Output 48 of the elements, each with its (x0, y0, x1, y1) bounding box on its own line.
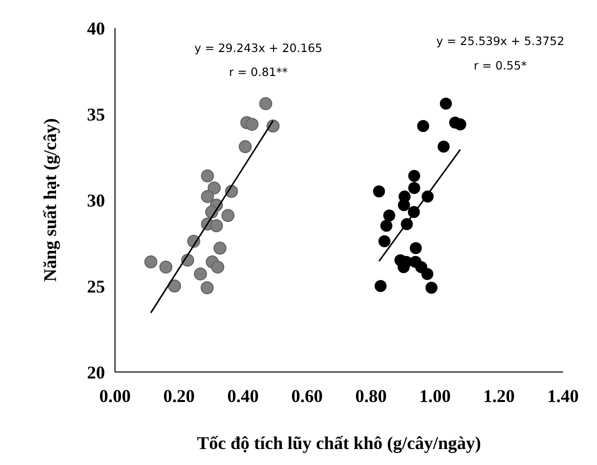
point (383, 209, 396, 222)
point (380, 220, 392, 232)
x-tick-label: 0.40 (227, 386, 259, 406)
point (211, 260, 224, 274)
x-axis-title: Tốc độ tích lũy chất khô (g/cây/ngày) (196, 433, 482, 453)
point (208, 181, 221, 194)
point (159, 260, 172, 274)
point (194, 267, 207, 280)
point (417, 120, 430, 132)
point (168, 280, 182, 292)
y-tick-label: 35 (87, 104, 105, 124)
point (200, 190, 214, 204)
point (200, 281, 214, 294)
point (440, 98, 452, 110)
point (210, 219, 223, 232)
point (238, 140, 252, 154)
point (213, 242, 226, 255)
y-tick-label: 30 (87, 190, 105, 210)
x-tick-label: 0.80 (355, 386, 387, 406)
x-tick-label: 0.20 (163, 386, 195, 406)
point (398, 190, 411, 203)
point (408, 182, 420, 194)
point (144, 255, 158, 268)
x-tick-label: 1.40 (547, 386, 579, 406)
point (438, 140, 450, 153)
point (259, 97, 272, 110)
y-tick-label: 20 (87, 362, 105, 382)
y-tick-label: 40 (87, 18, 105, 38)
annotation: r = 0.81** (228, 65, 288, 80)
point (373, 185, 385, 198)
annotation: r = 0.55* (474, 58, 528, 72)
x-tick-label: 0.60 (291, 386, 323, 406)
point (374, 280, 387, 292)
y-axis-title: Năng suất hạt (g/cây) (40, 118, 60, 282)
annotation: y = 25.539x + 5.3752 (436, 34, 564, 48)
point (221, 208, 234, 222)
annotation: y = 29.243x + 20.165 (194, 41, 322, 56)
point (408, 170, 420, 182)
point (378, 235, 390, 248)
x-tick-label: 1.00 (419, 386, 451, 406)
y-tick-label: 25 (87, 276, 105, 296)
x-tick-label: 1.20 (483, 386, 515, 406)
x-tick-label: 0.00 (99, 386, 131, 406)
point (421, 268, 434, 280)
point (425, 282, 438, 294)
point (200, 169, 214, 182)
point (245, 118, 258, 131)
point (410, 242, 422, 254)
